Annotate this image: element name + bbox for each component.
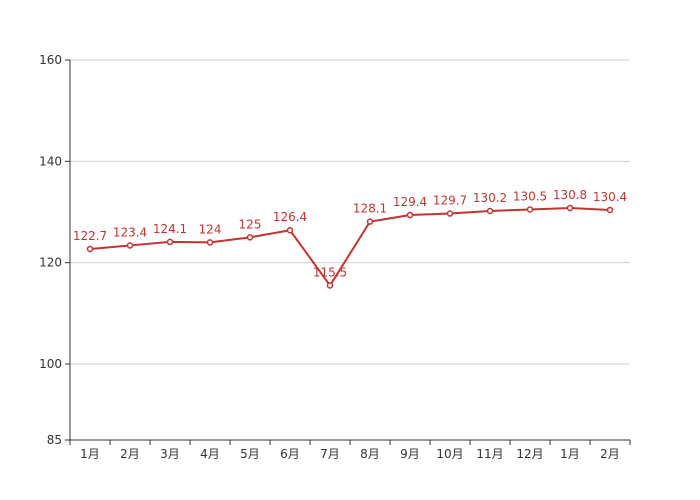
x-tick-labels: 1月 2月 3月 4月 5月 6月 7月 8月 9月 10月 11月 12月 1月 2月 xyxy=(69,440,631,461)
series-line xyxy=(89,206,611,288)
x-tick-label: 11月 xyxy=(476,447,503,461)
data-labels: 122.7 123.4 124.1 124 125 126.4 115.5 128.1 129.… xyxy=(73,188,627,280)
data-label: 125 xyxy=(239,217,262,231)
y-tick-label: 160 xyxy=(39,53,62,67)
data-point[interactable] xyxy=(246,234,254,241)
data-point[interactable] xyxy=(606,206,614,214)
data-point[interactable] xyxy=(526,206,534,213)
data-label: 115.5 xyxy=(313,265,347,279)
data-point[interactable] xyxy=(126,242,134,249)
x-tick-label: 1月 xyxy=(80,447,100,461)
data-label: 124.1 xyxy=(153,222,187,236)
data-label: 130.8 xyxy=(553,188,587,202)
x-tick-label: 9月 xyxy=(400,447,420,461)
data-label: 124 xyxy=(199,222,222,236)
x-tick-label: 8月 xyxy=(360,447,380,461)
data-point[interactable] xyxy=(206,239,214,246)
y-tick-label: 100 xyxy=(39,357,62,371)
data-point[interactable] xyxy=(366,218,374,225)
x-tick-label: 2月 xyxy=(600,447,620,461)
grid-layer xyxy=(70,59,630,365)
y-tick-label: 140 xyxy=(39,154,62,168)
data-point[interactable] xyxy=(166,238,174,246)
y-tick-labels: 85 100 120 140 160 xyxy=(39,53,70,447)
data-label: 126.4 xyxy=(273,210,307,224)
data-label: 128.1 xyxy=(353,202,387,216)
axis-layer xyxy=(69,60,630,441)
data-point[interactable] xyxy=(566,204,574,212)
x-tick-label: 5月 xyxy=(240,447,260,461)
data-point[interactable] xyxy=(486,207,494,215)
x-tick-label: 2月 xyxy=(120,447,140,461)
data-label: 123.4 xyxy=(113,225,147,239)
data-point[interactable] xyxy=(406,211,414,219)
data-label: 130.4 xyxy=(593,190,627,204)
x-tick-label: 6月 xyxy=(280,447,300,461)
data-label: 130.2 xyxy=(473,191,507,205)
data-label: 130.5 xyxy=(513,189,547,203)
series-layer xyxy=(86,204,614,289)
x-tick-label: 10月 xyxy=(436,447,463,461)
data-label: 122.7 xyxy=(73,229,107,243)
y-tick-label: 120 xyxy=(39,256,62,270)
data-label: 129.4 xyxy=(393,195,427,209)
data-point[interactable] xyxy=(86,245,94,253)
data-label: 129.7 xyxy=(433,194,467,208)
x-tick-label: 4月 xyxy=(200,447,220,461)
x-tick-label: 12月 xyxy=(516,447,543,461)
data-point[interactable] xyxy=(286,226,294,234)
x-tick-label: 7月 xyxy=(320,447,340,461)
data-point[interactable] xyxy=(446,210,454,217)
x-tick-label: 1月 xyxy=(560,447,580,461)
data-point[interactable] xyxy=(326,282,334,289)
x-tick-label: 3月 xyxy=(160,447,180,461)
y-tick-label: 85 xyxy=(47,433,62,447)
